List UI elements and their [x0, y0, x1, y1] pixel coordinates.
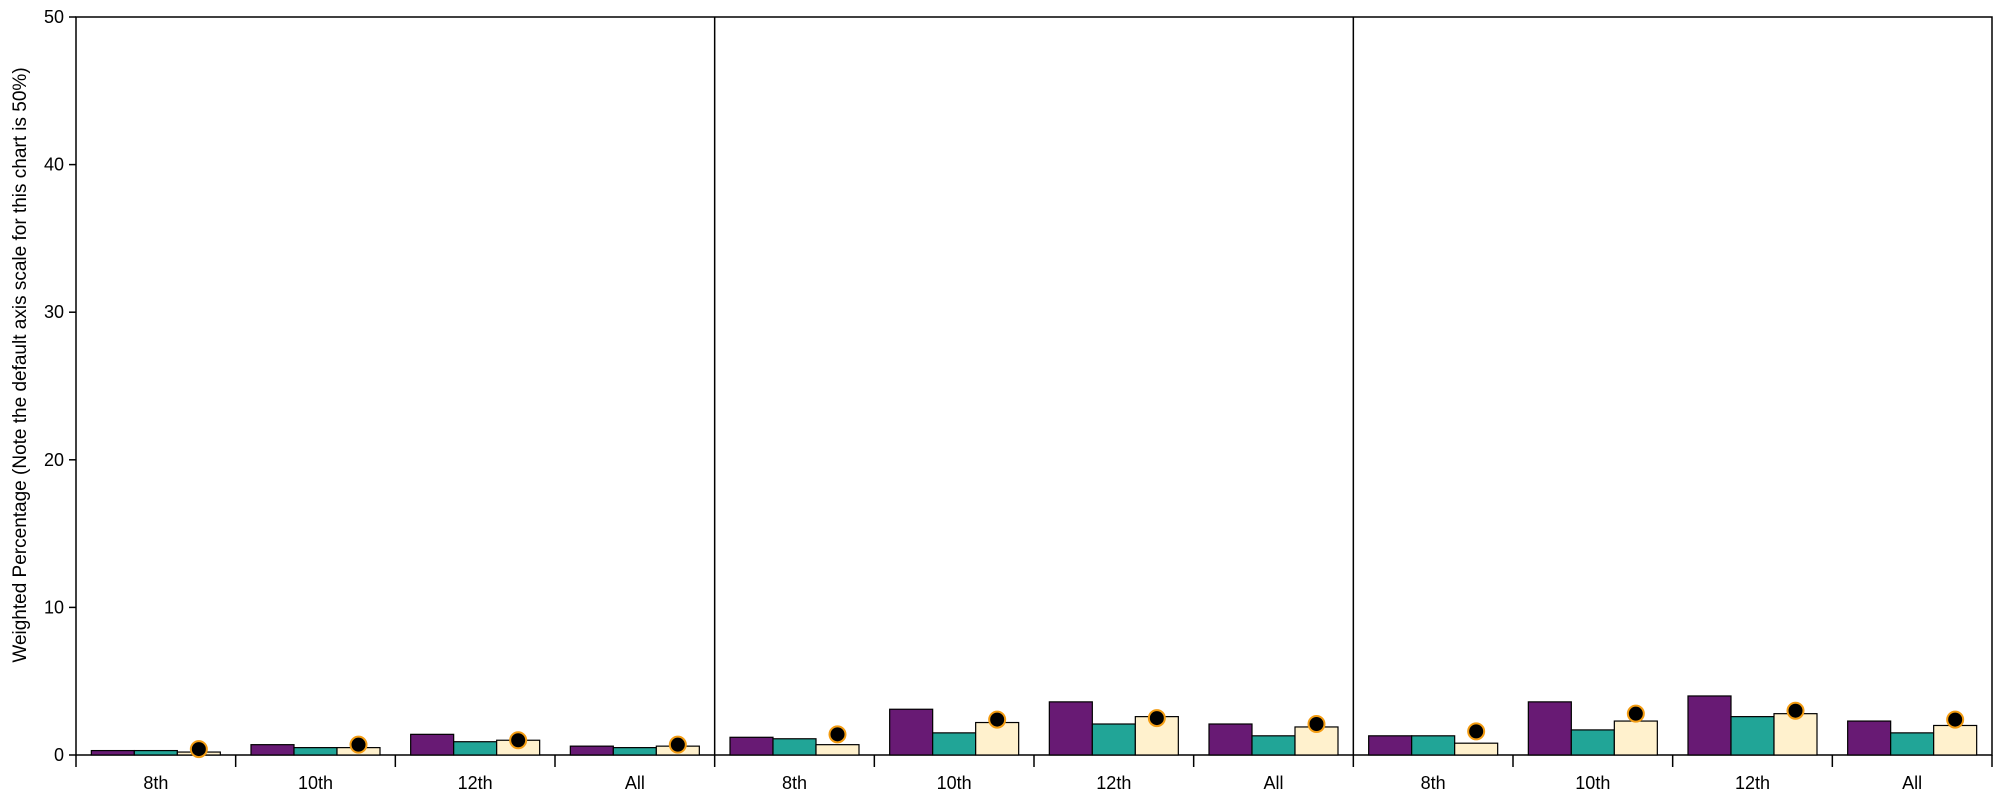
- x-tick-label: 8th: [782, 773, 807, 793]
- marker-point: [1626, 704, 1645, 723]
- y-tick-label: 10: [44, 597, 64, 617]
- bar: [1773, 713, 1818, 756]
- marker-point: [1786, 701, 1805, 720]
- bars: [90, 695, 1978, 756]
- x-tick-label: 10th: [1575, 773, 1610, 793]
- markers: [189, 701, 1965, 759]
- bar: [1847, 720, 1892, 756]
- bar: [1613, 720, 1658, 756]
- x-tick-label: 10th: [937, 773, 972, 793]
- x-tick-label: All: [1263, 773, 1283, 793]
- y-tick-label: 40: [44, 155, 64, 175]
- y-tick-label: 0: [54, 745, 64, 765]
- y-tick-label: 50: [44, 7, 64, 27]
- x-tick-label: 10th: [298, 773, 333, 793]
- bar: [1933, 724, 1978, 756]
- bar: [1454, 742, 1499, 756]
- marker-point: [1307, 715, 1326, 734]
- bar: [133, 749, 178, 756]
- bar: [1687, 695, 1732, 756]
- marker-point: [1147, 709, 1166, 728]
- x-tick-label: 8th: [143, 773, 168, 793]
- bar: [1208, 723, 1253, 756]
- bar: [932, 732, 977, 756]
- y-tick-label: 30: [44, 302, 64, 322]
- x-tick-label: 12th: [458, 773, 493, 793]
- bar: [815, 744, 860, 756]
- bar: [410, 733, 455, 756]
- bar: [1570, 729, 1615, 756]
- y-axis-title: Weighted Percentage (Note the default ax…: [10, 67, 31, 662]
- axes: 0 10 20 30 40 50 8th 10th 12th All 8th 10th 12th All 8…: [44, 7, 1993, 793]
- bar: [1368, 735, 1413, 756]
- marker-point: [509, 731, 528, 750]
- bar: [90, 749, 135, 756]
- bar: [453, 741, 498, 756]
- marker-point: [668, 735, 687, 754]
- x-tick-label: 12th: [1735, 773, 1770, 793]
- bar: [1411, 735, 1456, 756]
- x-tick-label: 8th: [1421, 773, 1446, 793]
- bar: [889, 708, 934, 756]
- bar: [250, 744, 295, 756]
- bar: [612, 747, 657, 756]
- marker-point: [1467, 722, 1486, 741]
- y-tick-label: 20: [44, 450, 64, 470]
- marker-point: [828, 725, 847, 744]
- x-tick-label: All: [1902, 773, 1922, 793]
- x-tick-label: All: [625, 773, 645, 793]
- bar: [1091, 723, 1136, 756]
- x-tick-label: 12th: [1096, 773, 1131, 793]
- bar: [569, 745, 614, 756]
- plot-frame: [75, 16, 1993, 756]
- bar: [1890, 732, 1935, 756]
- bar: [1251, 735, 1296, 756]
- bar: [1730, 716, 1775, 756]
- bar: [1048, 701, 1093, 756]
- bar: [1527, 701, 1572, 756]
- marker-point: [349, 735, 368, 754]
- bar: [772, 738, 817, 756]
- marker-point: [1946, 710, 1965, 729]
- marker-point: [189, 740, 208, 759]
- bar: [729, 736, 774, 756]
- bar: [293, 747, 338, 756]
- marker-point: [988, 710, 1007, 729]
